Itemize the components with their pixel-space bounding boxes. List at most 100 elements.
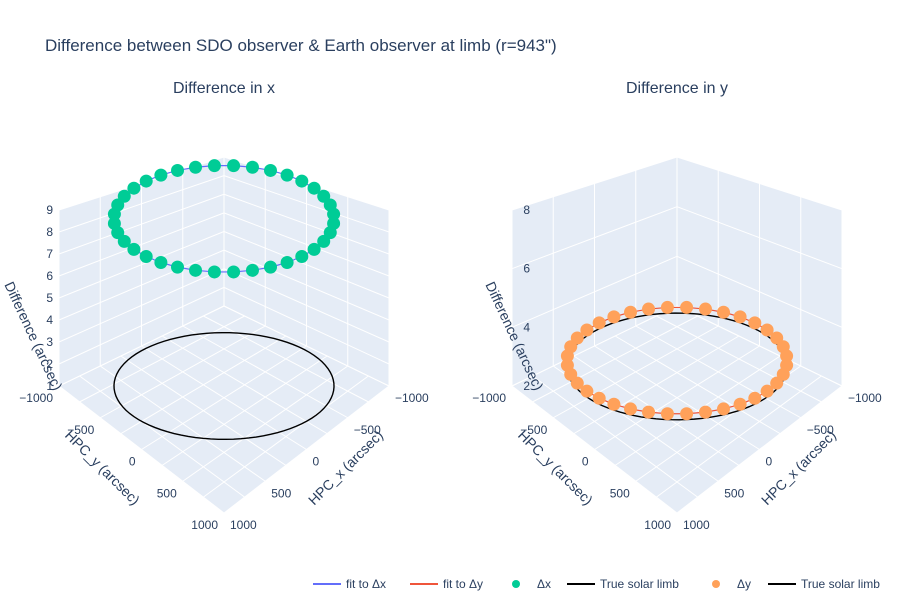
wall-gridline (223, 249, 390, 321)
data-point[interactable] (107, 216, 121, 230)
data-point[interactable] (560, 358, 574, 372)
x-tick-label: −1000 (395, 391, 429, 405)
true-solar-limb-line (113, 331, 335, 441)
data-point[interactable] (189, 263, 203, 277)
data-point[interactable] (189, 160, 203, 174)
wall-gridline (58, 305, 225, 387)
data-point[interactable] (733, 397, 747, 411)
data-point[interactable] (317, 234, 331, 248)
y-tick-label: 1000 (644, 518, 671, 532)
legend-marker-swatch (512, 580, 520, 588)
legend-item[interactable]: Δy (712, 577, 751, 591)
legend-item[interactable]: fit to Δy (410, 577, 483, 591)
data-point[interactable] (642, 405, 656, 419)
z-tick-label: 8 (523, 203, 530, 217)
z-tick-label: 6 (523, 262, 530, 276)
data-point[interactable] (227, 265, 241, 279)
data-point[interactable] (680, 407, 694, 421)
data-point[interactable] (171, 260, 185, 274)
wall-gridline (223, 286, 390, 365)
data-point[interactable] (770, 376, 784, 390)
z-tick-label: 7 (46, 247, 53, 261)
data-point[interactable] (680, 300, 694, 314)
data-point[interactable] (139, 250, 153, 264)
y-tick-label: −1000 (472, 391, 506, 405)
data-point[interactable] (716, 305, 730, 319)
legend-item[interactable]: Δx (512, 577, 551, 591)
legend-item[interactable]: fit to Δx (313, 577, 386, 591)
data-point[interactable] (698, 302, 712, 316)
data-point[interactable] (624, 305, 638, 319)
data-point[interactable] (607, 310, 621, 324)
data-point[interactable] (592, 316, 606, 330)
y-tick-label: 1000 (191, 518, 218, 532)
wall-gridline (58, 212, 225, 277)
floor-gridline (203, 315, 369, 403)
x-tick-label: 500 (271, 486, 291, 500)
data-point[interactable] (698, 405, 712, 419)
wall-gridline (223, 212, 390, 277)
floor-gridline (614, 335, 781, 435)
data-point[interactable] (127, 242, 141, 256)
data-point[interactable] (207, 159, 221, 173)
data-point[interactable] (660, 407, 674, 421)
data-point[interactable] (580, 384, 594, 398)
data-point[interactable] (580, 323, 594, 337)
data-point[interactable] (733, 310, 747, 324)
wall-gridline (223, 305, 390, 387)
data-point[interactable] (280, 255, 294, 269)
data-point[interactable] (642, 302, 656, 316)
data-point[interactable] (295, 174, 309, 188)
data-point[interactable] (570, 331, 584, 345)
data-point[interactable] (227, 159, 241, 173)
floor-gridline (182, 365, 349, 482)
data-point[interactable] (748, 316, 762, 330)
y-tick-label: 0 (582, 455, 589, 469)
data-point[interactable] (117, 189, 131, 203)
data-point[interactable] (780, 349, 794, 363)
data-point[interactable] (295, 250, 309, 264)
data-point[interactable] (207, 265, 221, 279)
z-tick-label: 2 (46, 357, 53, 371)
floor-gridline (656, 375, 822, 498)
data-point[interactable] (263, 260, 277, 274)
data-point[interactable] (139, 174, 153, 188)
legend-item[interactable]: True solar limb (768, 577, 880, 591)
data-point[interactable] (263, 163, 277, 177)
data-point[interactable] (307, 242, 321, 256)
data-point[interactable] (245, 263, 259, 277)
data-point[interactable] (748, 391, 762, 405)
legend-marker-swatch (712, 580, 720, 588)
legend-label: True solar limb (801, 577, 880, 591)
data-point[interactable] (154, 255, 168, 269)
data-point[interactable] (660, 300, 674, 314)
z-tick-label: 4 (523, 320, 530, 334)
x-tick-label: −500 (807, 423, 834, 437)
legend-label: fit to Δx (346, 577, 386, 591)
data-point[interactable] (760, 384, 774, 398)
data-point[interactable] (607, 397, 621, 411)
legend-item[interactable]: True solar limb (567, 577, 679, 591)
x-tick-label: −500 (354, 423, 381, 437)
data-point[interactable] (307, 181, 321, 195)
data-point[interactable] (280, 168, 294, 182)
legend-label: fit to Δy (443, 577, 483, 591)
legend: fit to Δx fit to Δy Δx True solar limb Δy Tru… (313, 577, 880, 591)
data-point[interactable] (624, 402, 638, 416)
data-point[interactable] (327, 207, 341, 221)
floor-gridline (161, 355, 328, 466)
floor-gridline (161, 335, 328, 435)
data-point[interactable] (245, 160, 259, 174)
data-point[interactable] (760, 323, 774, 337)
data-point[interactable] (716, 402, 730, 416)
data-point[interactable] (592, 391, 606, 405)
data-point[interactable] (154, 168, 168, 182)
data-point[interactable] (171, 163, 185, 177)
z-tick-label: 8 (46, 225, 53, 239)
data-point[interactable] (127, 181, 141, 195)
chart-title: Difference between SDO observer & Earth … (45, 36, 557, 55)
floor-gridline (223, 385, 390, 514)
